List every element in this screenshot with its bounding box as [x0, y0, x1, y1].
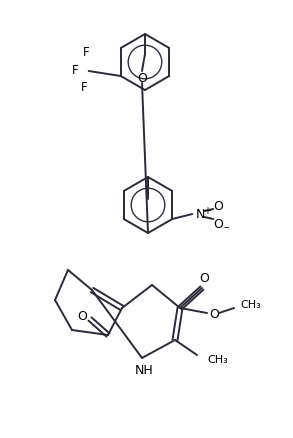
Text: NH: NH: [134, 364, 153, 377]
Text: N: N: [195, 208, 205, 220]
Text: CH₃: CH₃: [207, 355, 228, 365]
Text: F: F: [82, 46, 89, 59]
Text: CH₃: CH₃: [240, 300, 261, 310]
Text: F: F: [72, 64, 79, 78]
Text: O: O: [213, 199, 223, 212]
Text: O: O: [137, 73, 147, 85]
Text: O: O: [199, 272, 209, 286]
Text: O: O: [209, 307, 219, 321]
Text: O: O: [77, 311, 87, 324]
Text: +: +: [203, 206, 211, 216]
Text: –: –: [224, 222, 229, 232]
Text: F: F: [81, 81, 87, 94]
Text: O: O: [213, 218, 223, 230]
